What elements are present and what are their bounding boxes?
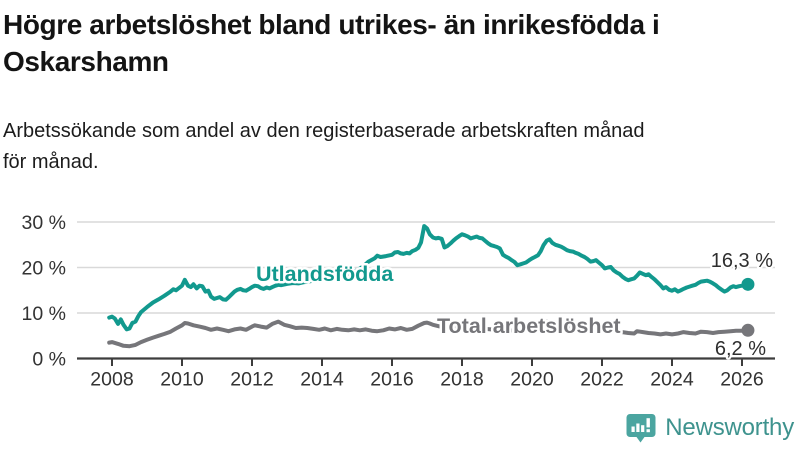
x-tick-label: 2022: [580, 369, 623, 391]
gridlines: [77, 221, 775, 314]
axes: 0 % 10 % 20 % 30 % 2008 2010 2012 2014 2016 2018 2…: [22, 212, 775, 391]
y-tick-label: 0 %: [32, 349, 66, 371]
end-value-label: 6,2 %: [715, 338, 766, 360]
series-label: Utlandsfödda: [256, 262, 394, 286]
series-label: Total arbetslöshet: [437, 314, 621, 338]
x-tick-label: 2026: [720, 369, 763, 391]
series-lines: [107, 224, 755, 349]
series-and-value-labels: Utlandsfödda Total arbetslöshet 16,3 % 6,2 …: [254, 248, 776, 362]
x-tick-label: 2008: [90, 369, 133, 391]
x-tick-label: 2016: [370, 369, 413, 391]
page-subtitle: Arbetssökande som andel av den registerb…: [3, 116, 645, 178]
newsworthy-wordmark: Newsworthy: [665, 414, 794, 441]
subtitle-line-1: Arbetssökande som andel av den registerb…: [3, 120, 645, 142]
x-tick-label: 2018: [440, 369, 483, 391]
title-line-1: Högre arbetslöshet bland utrikes- än inr…: [3, 9, 660, 40]
series-line: [107, 319, 750, 349]
y-tick-label: 30 %: [22, 212, 66, 234]
series-line: [107, 224, 750, 332]
x-tick-label: 2012: [230, 369, 273, 391]
page-title: Högre arbetslöshet bland utrikes- än inr…: [3, 6, 660, 80]
y-tick-label: 20 %: [22, 258, 66, 280]
x-tick-label: 2020: [510, 369, 554, 391]
series-end-dot: [741, 277, 755, 291]
subtitle-line-2: för månad.: [3, 151, 99, 173]
series-end-dot: [741, 323, 755, 337]
end-value-label: 16,3 %: [711, 250, 773, 272]
x-tick-label: 2014: [300, 369, 344, 391]
bar-chart-speech-bubble-icon: [626, 414, 656, 443]
newsworthy-logo: Newsworthy: [625, 412, 794, 444]
x-tick-label: 2024: [650, 369, 694, 391]
title-line-2: Oskarshamn: [3, 46, 169, 77]
y-tick-label: 10 %: [22, 303, 66, 325]
x-tick-label: 2010: [160, 369, 204, 391]
